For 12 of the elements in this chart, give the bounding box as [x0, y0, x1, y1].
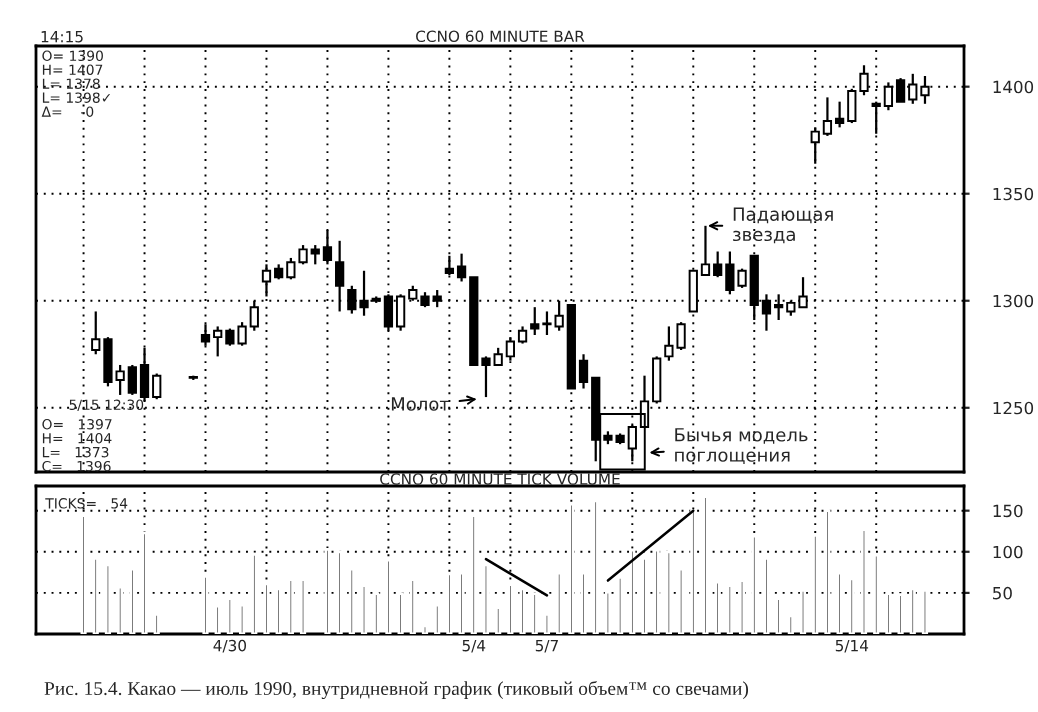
- annotation: Падающая звезда: [733, 207, 833, 244]
- candlestick: [335, 239, 345, 313]
- y-tick-label: 1350: [993, 187, 1034, 201]
- y-tick-label: 50: [993, 586, 1012, 600]
- y-tick-label: 100: [993, 545, 1023, 559]
- y-tick-label: 1300: [993, 294, 1034, 308]
- annotation: Бычья модель поглощения: [675, 428, 808, 465]
- text: Рис. 15.4. Какао — июль 1990, внутридневной график (тиковый объем™ со свечами): [44, 680, 749, 700]
- y-tick-label: 1400: [993, 80, 1034, 94]
- y-tick-label: 150: [993, 504, 1023, 518]
- y-tick-label: 1250: [993, 401, 1034, 415]
- annotation: Молот: [391, 397, 450, 411]
